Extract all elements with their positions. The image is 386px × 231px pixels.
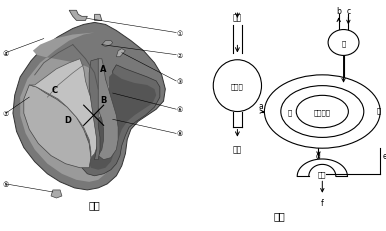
Text: 图甲: 图甲 (89, 199, 100, 209)
Text: 图乙: 图乙 (274, 210, 286, 220)
Polygon shape (95, 15, 102, 21)
Ellipse shape (281, 86, 364, 138)
Text: a: a (258, 101, 263, 110)
Polygon shape (87, 73, 156, 170)
Text: ⑧: ⑧ (177, 131, 183, 137)
Text: ③: ③ (177, 79, 183, 85)
Text: B: B (100, 95, 107, 104)
Text: ⑤: ⑤ (3, 181, 9, 187)
Ellipse shape (264, 76, 380, 149)
Polygon shape (51, 190, 62, 198)
Text: ②: ② (177, 52, 183, 58)
Text: 肾脏: 肾脏 (318, 171, 327, 178)
Text: 液: 液 (376, 106, 381, 113)
Text: ⑦: ⑦ (3, 111, 9, 117)
Ellipse shape (213, 61, 262, 112)
Text: 肺: 肺 (341, 40, 346, 47)
Ellipse shape (328, 30, 359, 56)
Polygon shape (93, 59, 118, 160)
Text: 淀粉: 淀粉 (233, 13, 242, 22)
Text: b: b (336, 7, 341, 16)
Text: c: c (346, 7, 350, 16)
Polygon shape (102, 41, 113, 47)
Text: ①: ① (177, 30, 183, 36)
Text: 消化道: 消化道 (231, 83, 244, 90)
Text: D: D (64, 115, 71, 124)
Polygon shape (24, 86, 91, 168)
Polygon shape (20, 33, 118, 182)
Polygon shape (69, 11, 87, 21)
Polygon shape (13, 23, 165, 190)
Polygon shape (116, 49, 125, 58)
Text: C: C (52, 85, 58, 94)
Text: 组织细胞: 组织细胞 (314, 109, 331, 115)
Polygon shape (29, 59, 98, 158)
Polygon shape (80, 66, 160, 176)
Text: e: e (382, 152, 386, 161)
Ellipse shape (296, 96, 349, 128)
Text: f: f (321, 198, 324, 207)
Text: A: A (100, 65, 107, 74)
Text: ⑥: ⑥ (177, 107, 183, 113)
Text: ④: ④ (3, 50, 9, 56)
Text: d: d (316, 152, 321, 161)
Text: 血: 血 (287, 109, 292, 115)
Text: 残渣: 残渣 (233, 144, 242, 153)
Polygon shape (89, 59, 100, 160)
